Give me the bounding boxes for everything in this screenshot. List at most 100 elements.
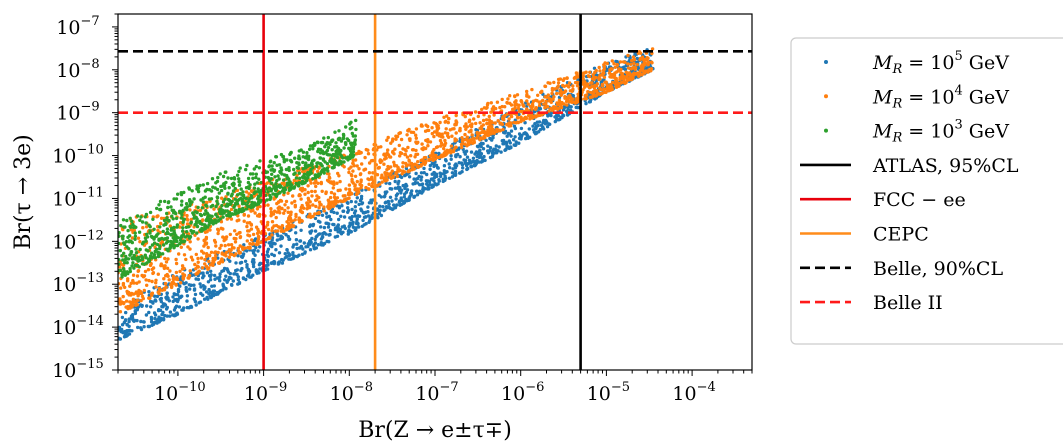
data-point	[287, 222, 291, 226]
data-point	[168, 314, 172, 318]
data-point	[199, 256, 204, 260]
data-point	[621, 60, 626, 64]
data-point	[435, 145, 440, 149]
data-point	[353, 205, 357, 209]
data-point	[317, 195, 321, 200]
data-point	[230, 252, 234, 257]
data-point	[295, 246, 299, 251]
data-point	[223, 170, 227, 174]
data-point	[154, 299, 158, 303]
data-point	[584, 97, 588, 101]
data-point	[196, 260, 200, 264]
data-point	[198, 183, 202, 188]
data-point	[150, 279, 154, 284]
data-point	[402, 195, 406, 199]
data-point	[186, 218, 190, 222]
data-point	[620, 80, 624, 84]
data-point	[188, 240, 192, 244]
data-point	[141, 226, 145, 230]
data-point	[254, 225, 259, 229]
data-point	[291, 194, 295, 198]
data-point	[265, 181, 269, 185]
data-point	[629, 62, 633, 66]
data-point	[147, 310, 151, 315]
data-point	[154, 285, 158, 289]
data-point	[184, 202, 189, 206]
data-point	[350, 131, 354, 136]
data-point	[137, 230, 142, 234]
data-point	[223, 186, 227, 190]
data-point	[302, 206, 306, 210]
data-point	[378, 208, 382, 212]
data-point	[367, 182, 371, 186]
data-point	[222, 182, 226, 186]
data-point	[209, 269, 213, 273]
tick-exponent: −9	[268, 380, 287, 395]
data-point	[475, 136, 479, 140]
data-point	[126, 228, 130, 233]
data-point	[484, 106, 488, 111]
data-point	[125, 261, 129, 265]
data-point	[526, 102, 530, 106]
data-point	[410, 164, 414, 169]
data-point	[199, 291, 203, 296]
data-point	[294, 231, 298, 235]
data-point	[311, 147, 315, 151]
data-point	[196, 237, 200, 241]
data-point	[159, 221, 163, 226]
data-point	[517, 112, 521, 117]
data-point	[482, 158, 486, 162]
axis-ticks-layer: 10−10 10−9 10−8 10−7 10−6 10−5 10−410−1510−141…	[52, 13, 753, 405]
data-point	[195, 184, 199, 188]
data-point	[468, 159, 472, 163]
data-point	[398, 168, 402, 173]
data-point	[556, 103, 560, 107]
data-point	[302, 172, 307, 176]
data-point	[426, 187, 430, 191]
data-point	[354, 152, 359, 156]
data-point	[390, 139, 395, 143]
data-point	[403, 152, 408, 157]
data-point	[404, 190, 409, 194]
data-point	[415, 193, 420, 197]
data-point	[303, 188, 307, 192]
data-point	[637, 50, 642, 54]
data-point	[443, 131, 447, 135]
data-point	[310, 194, 314, 198]
data-point	[386, 148, 390, 152]
data-point	[134, 290, 139, 294]
data-point	[465, 167, 469, 171]
data-point	[649, 69, 653, 73]
data-point	[201, 200, 205, 204]
data-point	[409, 130, 414, 134]
data-point	[467, 142, 471, 147]
data-point	[301, 175, 305, 179]
data-point	[328, 232, 332, 237]
data-point	[269, 210, 273, 214]
data-point	[439, 135, 444, 139]
data-point	[268, 193, 272, 198]
data-point	[604, 90, 608, 95]
data-point	[464, 137, 468, 142]
data-point	[127, 324, 131, 328]
data-point	[523, 115, 527, 120]
data-point	[363, 155, 367, 160]
data-point	[133, 309, 137, 314]
data-point	[226, 191, 230, 195]
data-point	[560, 90, 564, 94]
data-point	[182, 240, 186, 244]
data-point	[160, 288, 164, 292]
data-point	[322, 167, 326, 171]
data-point	[257, 177, 261, 181]
data-point	[497, 145, 501, 149]
data-point	[422, 166, 426, 171]
data-point	[575, 84, 580, 88]
data-point	[354, 226, 358, 230]
data-point	[150, 293, 154, 297]
legend-entry-label: Belle II	[873, 292, 943, 314]
data-point	[227, 255, 231, 259]
data-point	[548, 81, 552, 85]
data-point	[305, 151, 309, 155]
data-point	[508, 101, 512, 106]
data-point	[590, 84, 594, 89]
